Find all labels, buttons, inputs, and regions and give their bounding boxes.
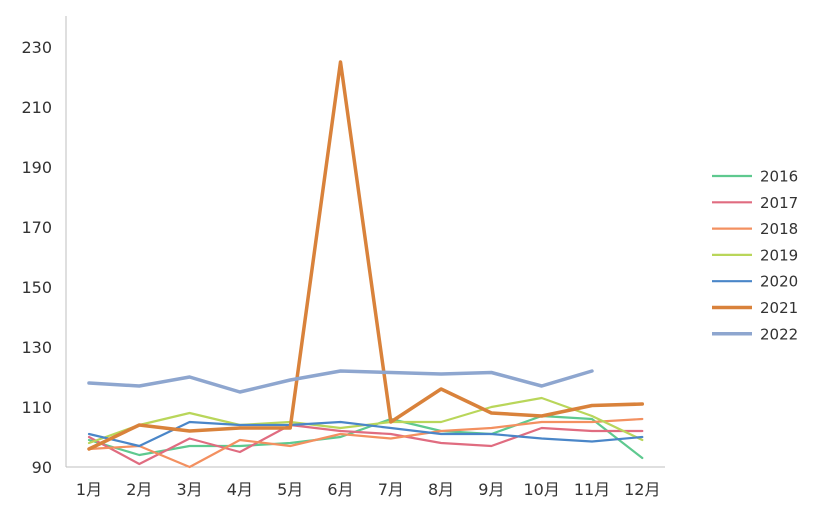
x-tick-label: 11月 (574, 480, 610, 499)
x-tick-label: 1月 (76, 480, 102, 499)
y-tick-label: 230 (21, 38, 52, 57)
legend-label-2019: 2019 (760, 246, 798, 264)
series-line-2016 (87, 414, 644, 460)
legend-label-2022: 2022 (760, 325, 798, 343)
y-tick-label: 190 (21, 158, 52, 177)
x-tick-label: 2月 (126, 480, 152, 499)
series-line-2018 (87, 417, 644, 469)
x-tick-label: 12月 (624, 480, 660, 499)
y-tick-label: 150 (21, 278, 52, 297)
x-tick-label: 10月 (524, 480, 560, 499)
x-tick-label: 9月 (478, 480, 504, 499)
y-tick-label: 170 (21, 218, 52, 237)
legend-label-2021: 2021 (760, 299, 798, 317)
x-tick-label: 4月 (227, 480, 253, 499)
series-line-2020 (87, 420, 644, 448)
y-tick-label: 210 (21, 98, 52, 117)
y-tick-labels: 90 110 130 150 170 190 210 230 (21, 38, 52, 477)
series-line-2022 (87, 369, 594, 394)
x-tick-label: 6月 (327, 480, 353, 499)
y-tick-label: 90 (32, 458, 52, 477)
legend-label-2016: 2016 (760, 168, 798, 186)
x-tick-label: 3月 (177, 480, 203, 499)
series-lines (87, 60, 645, 469)
legend: 2016 2017 2018 2019 2020 2021 2022 (712, 168, 798, 343)
y-tick-label: 110 (21, 398, 52, 417)
y-tick-label: 130 (21, 338, 52, 357)
x-tick-labels: 1月 2月 3月 4月 5月 6月 7月 8月 9月 10月 11月 12月 (76, 480, 661, 499)
x-tick-label: 5月 (277, 480, 303, 499)
x-tick-label: 8月 (428, 480, 454, 499)
series-line-2021 (87, 60, 645, 451)
legend-label-2017: 2017 (760, 194, 798, 212)
legend-label-2018: 2018 (760, 220, 798, 238)
legend-label-2020: 2020 (760, 273, 798, 291)
x-tick-label: 7月 (378, 480, 404, 499)
series-line-2017 (87, 423, 644, 466)
